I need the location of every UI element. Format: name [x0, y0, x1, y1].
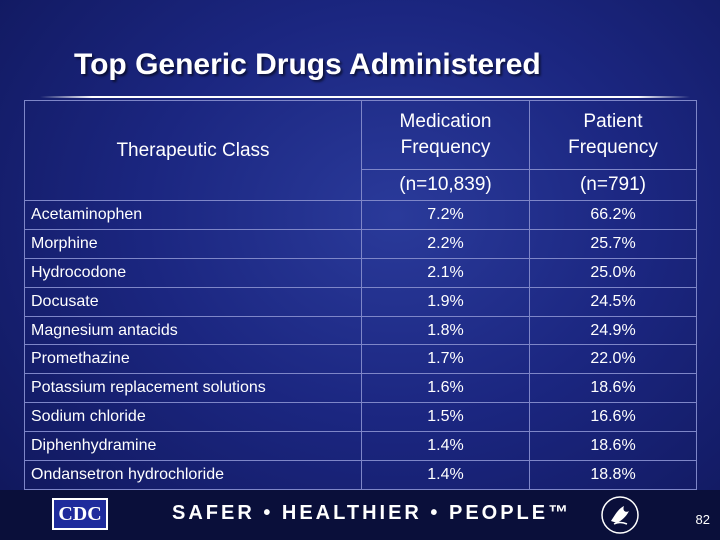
table-row: Diphenhydramine 1.4% 18.6% — [24, 431, 697, 462]
patient-frequency-value: 25.0% — [529, 257, 697, 288]
table-row: Magnesium antacids 1.8% 24.9% — [24, 315, 697, 346]
patient-frequency-value: 24.5% — [529, 286, 697, 317]
medication-frequency-value: 1.4% — [361, 460, 530, 490]
header-medication-n: (n=10,839) — [361, 169, 530, 201]
medication-frequency-value: 1.9% — [361, 286, 530, 317]
patient-frequency-value: 24.9% — [529, 315, 697, 346]
patient-frequency-value: 18.6% — [529, 431, 697, 462]
medication-frequency-value: 7.2% — [361, 200, 530, 230]
header-patient-n: (n=791) — [529, 169, 697, 201]
hhs-eagle-icon — [600, 495, 640, 535]
drug-name: Diphenhydramine — [24, 431, 362, 462]
table-row: Docusate 1.9% 24.5% — [24, 286, 697, 317]
drug-table: Therapeutic Class Medication Frequency Pa… — [24, 100, 697, 490]
drug-name: Promethazine — [24, 344, 362, 375]
page-number: 82 — [695, 512, 710, 527]
footer-bar: CDC SAFER • HEALTHIER • PEOPLE™ 82 — [0, 490, 720, 540]
header-patient-frequency: Patient Frequency — [529, 100, 697, 170]
table-row: Potassium replacement solutions 1.6% 18.… — [24, 373, 697, 404]
drug-name: Ondansetron hydrochloride — [24, 460, 362, 490]
table-row: Acetaminophen 7.2% 66.2% — [24, 200, 697, 230]
drug-name: Potassium replacement solutions — [24, 373, 362, 404]
table-row: Ondansetron hydrochloride 1.4% 18.8% — [24, 460, 697, 490]
table-row: Sodium chloride 1.5% 16.6% — [24, 402, 697, 433]
table-row: Promethazine 1.7% 22.0% — [24, 344, 697, 375]
patient-frequency-value: 66.2% — [529, 200, 697, 230]
table-row: Hydrocodone 2.1% 25.0% — [24, 257, 697, 288]
drug-name: Magnesium antacids — [24, 315, 362, 346]
drug-name: Hydrocodone — [24, 257, 362, 288]
drug-name: Acetaminophen — [24, 200, 362, 230]
table-row: Morphine 2.2% 25.7% — [24, 228, 697, 259]
header-medication-frequency: Medication Frequency — [361, 100, 530, 170]
patient-frequency-value: 25.7% — [529, 228, 697, 259]
header-therapeutic-class: Therapeutic Class — [24, 100, 362, 201]
medication-frequency-value: 1.4% — [361, 431, 530, 462]
cdc-logo: CDC — [52, 498, 108, 530]
patient-frequency-value: 22.0% — [529, 344, 697, 375]
medication-frequency-value: 1.5% — [361, 402, 530, 433]
drug-name: Sodium chloride — [24, 402, 362, 433]
title-divider — [40, 96, 690, 98]
medication-frequency-value: 1.6% — [361, 373, 530, 404]
patient-frequency-value: 18.6% — [529, 373, 697, 404]
drug-table-container: Therapeutic Class Medication Frequency Pa… — [24, 100, 697, 490]
drug-name: Morphine — [24, 228, 362, 259]
medication-frequency-value: 2.1% — [361, 257, 530, 288]
patient-frequency-value: 18.8% — [529, 460, 697, 490]
slide-title: Top Generic Drugs Administered — [74, 48, 541, 81]
patient-frequency-value: 16.6% — [529, 402, 697, 433]
medication-frequency-value: 1.7% — [361, 344, 530, 375]
medication-frequency-value: 1.8% — [361, 315, 530, 346]
footer-tagline: SAFER • HEALTHIER • PEOPLE™ — [172, 502, 572, 524]
drug-name: Docusate — [24, 286, 362, 317]
medication-frequency-value: 2.2% — [361, 228, 530, 259]
